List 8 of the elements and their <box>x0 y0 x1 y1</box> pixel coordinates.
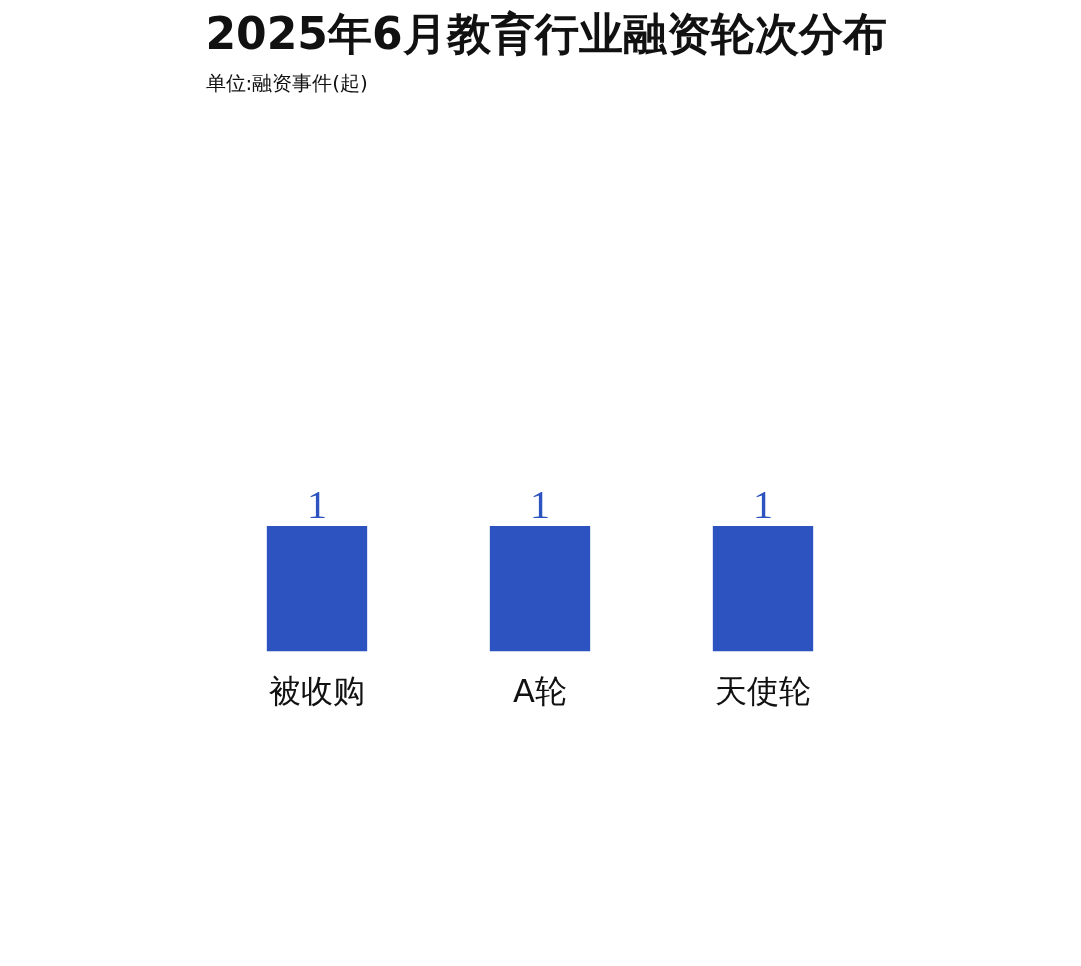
x-tick-label: 天使轮 <box>715 671 811 710</box>
data-label: 1 <box>530 482 550 528</box>
x-tick-label: 被收购 <box>269 671 365 710</box>
chart-title: 2025年6月教育行业融资轮次分布 <box>205 7 887 59</box>
data-label: 1 <box>753 482 773 528</box>
data-label: 1 <box>307 482 327 528</box>
chart-subtitle: 单位:融资事件(起) <box>205 70 368 95</box>
x-tick-label: A轮 <box>513 671 567 710</box>
